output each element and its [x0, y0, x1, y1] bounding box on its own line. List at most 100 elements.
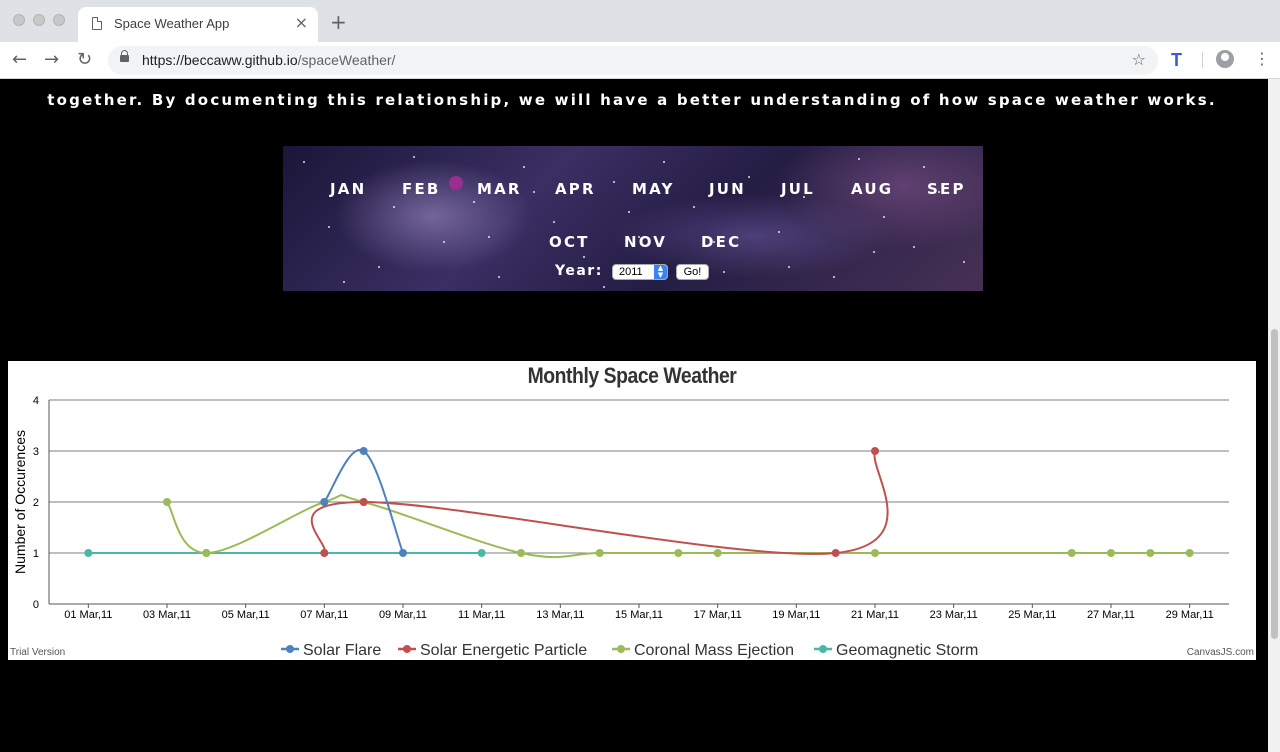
tab-close-icon[interactable]: × [294, 13, 308, 32]
data-point [1185, 549, 1194, 557]
month-link-oct[interactable]: OCT [549, 233, 590, 251]
menu-kebab-icon[interactable]: ⋮ [1254, 49, 1270, 68]
window-minimize-icon[interactable] [33, 14, 45, 26]
legend-marker-dot [286, 645, 294, 653]
x-tick-label: 09 Mar,11 [379, 609, 427, 621]
month-link-jul[interactable]: JUL [781, 180, 815, 198]
data-point [1146, 549, 1155, 557]
month-link-feb[interactable]: FEB [402, 180, 441, 198]
star-speck [788, 266, 790, 268]
canvasjs-credit-link[interactable]: CanvasJS.com [1186, 647, 1254, 658]
page-content: together. By documenting this relationsh… [0, 79, 1268, 752]
star-speck [873, 251, 875, 253]
year-select[interactable]: 2011 ▲ ▼ [612, 264, 668, 280]
data-point [320, 549, 329, 557]
x-tick-label: 13 Mar,11 [536, 609, 584, 621]
address-bar[interactable]: https://beccaww.github.io/spaceWeather/ … [108, 46, 1158, 75]
month-link-dec[interactable]: DEC [701, 233, 742, 251]
lock-icon [120, 50, 129, 62]
legend-label: Solar Flare [303, 642, 381, 659]
x-tick-label: 05 Mar,11 [222, 609, 270, 621]
star-speck [488, 236, 490, 238]
browser-toolbar: ← → ↻ https://beccaww.github.io/spaceWea… [0, 42, 1280, 79]
star-speck [833, 276, 835, 278]
month-link-nov[interactable]: NOV [624, 233, 668, 251]
window-maximize-icon[interactable] [53, 14, 65, 26]
data-point [871, 447, 879, 455]
star-speck [613, 181, 615, 183]
selected-month-indicator [449, 176, 463, 190]
star-speck [378, 266, 380, 268]
url-path: /spaceWeather/ [297, 52, 396, 68]
extension-icon[interactable]: T [1171, 50, 1182, 70]
x-tick-label: 07 Mar,11 [300, 609, 348, 621]
month-selector-panel: Year: 2011 ▲ ▼ Go! JAN FEB MAR APR MAY JUN JUL A… [283, 146, 983, 291]
month-link-mar[interactable]: MAR [477, 180, 522, 198]
star-speck [583, 256, 585, 258]
y-tick-label: 0 [33, 599, 39, 611]
document-icon [92, 17, 102, 30]
data-point [359, 498, 368, 506]
x-tick-label: 25 Mar,11 [1008, 609, 1056, 621]
star-speck [393, 206, 395, 208]
page-scrollbar[interactable] [1268, 79, 1280, 752]
profile-avatar-icon[interactable] [1216, 50, 1234, 68]
x-tick-label: 23 Mar,11 [930, 609, 978, 621]
browser-tab[interactable]: Space Weather App × [78, 7, 318, 42]
star-speck [533, 191, 535, 193]
star-speck [553, 221, 555, 223]
data-point [163, 498, 171, 506]
trial-version-text: Trial Version [10, 647, 66, 658]
star-speck [523, 166, 525, 168]
data-point [84, 549, 93, 557]
url-text: https://beccaww.github.io/spaceWeather/ [142, 52, 395, 68]
scrollbar-thumb[interactable] [1271, 329, 1278, 639]
legend-marker-dot [403, 645, 411, 653]
data-point [831, 549, 840, 557]
star-speck [693, 206, 695, 208]
x-tick-label: 19 Mar,11 [772, 609, 820, 621]
back-arrow-icon[interactable]: ← [12, 49, 28, 70]
select-arrows-icon: ▲ ▼ [654, 265, 667, 279]
data-point [477, 549, 486, 557]
y-axis-title: Number of Occurences [12, 430, 28, 574]
x-tick-label: 27 Mar,11 [1087, 609, 1135, 621]
forward-arrow-icon[interactable]: → [44, 49, 60, 70]
star-speck [498, 276, 500, 278]
star-speck [883, 216, 885, 218]
legend-label: Geomagnetic Storm [836, 642, 978, 659]
month-link-sep[interactable]: SEP [927, 180, 966, 198]
month-link-may[interactable]: MAY [632, 180, 675, 198]
star-speck [963, 261, 965, 263]
month-link-jun[interactable]: JUN [709, 180, 746, 198]
legend-label: Coronal Mass Ejection [634, 642, 794, 659]
star-speck [303, 161, 305, 163]
month-link-apr[interactable]: APR [555, 180, 596, 198]
star-speck [913, 246, 915, 248]
y-tick-label: 4 [33, 395, 39, 407]
window-close-icon[interactable] [13, 14, 25, 26]
star-speck [938, 191, 940, 193]
star-speck [748, 176, 750, 178]
data-point [517, 549, 525, 557]
new-tab-icon[interactable]: + [330, 10, 347, 34]
data-point [674, 549, 683, 557]
x-tick-label: 15 Mar,11 [615, 609, 663, 621]
data-point [713, 549, 722, 557]
data-point [1107, 549, 1115, 557]
bookmark-star-icon[interactable]: ☆ [1131, 50, 1146, 69]
data-point [320, 498, 329, 506]
star-speck [803, 196, 805, 198]
month-link-jan[interactable]: JAN [330, 180, 367, 198]
star-speck [858, 158, 860, 160]
go-button[interactable]: Go! [676, 264, 709, 280]
star-speck [638, 236, 640, 238]
x-tick-label: 11 Mar,11 [458, 609, 505, 621]
space-weather-chart: Monthly Space Weather 0 1 2 3 4 01 Mar,11 03 M… [8, 361, 1256, 660]
reload-icon[interactable]: ↻ [77, 49, 93, 70]
month-link-aug[interactable]: AUG [851, 180, 894, 198]
star-speck [353, 186, 355, 188]
series-line-coronal-mass-ejection [166, 494, 1190, 559]
data-point [359, 447, 368, 455]
data-point [871, 549, 879, 557]
